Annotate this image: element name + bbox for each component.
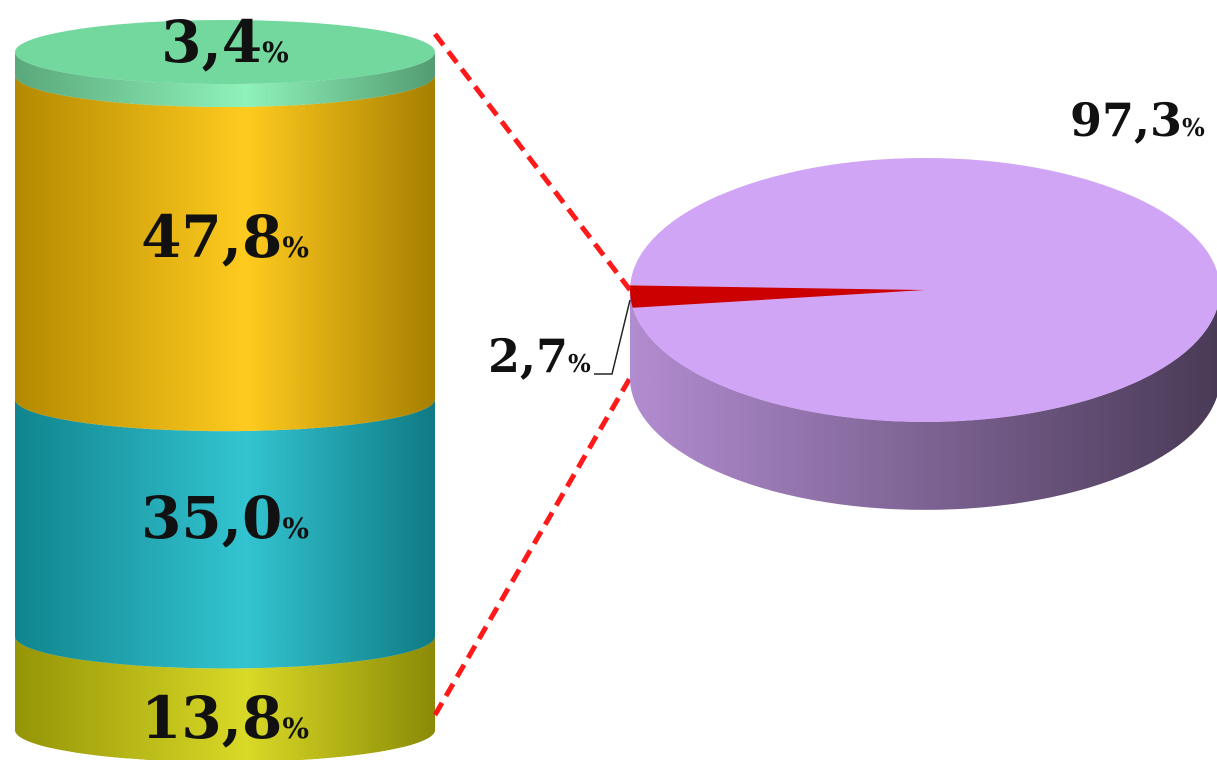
pie-label-value: 97,3: [1070, 93, 1182, 147]
pie-label-unit: %: [568, 349, 591, 378]
segment-value: 3,4: [161, 8, 262, 76]
connector-line-bottom: [432, 376, 633, 717]
cylinder-segment-label: 3,4%: [161, 8, 289, 76]
cylinder-segment: [15, 636, 435, 760]
connector-line-top: [433, 32, 632, 292]
cylinder-segment: [15, 52, 435, 108]
stacked-cylinder-labels: 13,8%35,0%47,8%3,4%: [141, 8, 309, 752]
cylinder-top-cap: [15, 20, 435, 84]
pie-slice-small: [630, 285, 925, 308]
pie-chart: [630, 158, 1217, 510]
segment-value: 35,0: [141, 484, 282, 552]
connector-lines: [432, 32, 633, 717]
pie-labels: 97,3%2,7%: [488, 93, 1205, 383]
cylinder-segment: [15, 399, 435, 669]
segment-unit: %: [262, 36, 289, 69]
pie-label-value: 2,7: [488, 329, 568, 383]
stacked-cylinder-body: [15, 20, 435, 760]
segment-value: 47,8: [141, 203, 282, 271]
pie-label-leader: [594, 299, 631, 375]
pie-label-unit: %: [1182, 113, 1205, 142]
cylinder-segment: [15, 75, 435, 432]
cylinder-segment-label: 13,8%: [141, 684, 309, 752]
cylinder-segment-label: 35,0%: [141, 484, 309, 552]
cylinder-segment-label: 47,8%: [141, 203, 309, 271]
segment-unit: %: [282, 231, 309, 264]
pie-side: [630, 290, 1217, 510]
segment-unit: %: [282, 512, 309, 545]
pie-label-small: 2,7%: [488, 329, 591, 383]
pie-label-large: 97,3%: [1070, 93, 1205, 147]
segment-unit: %: [282, 712, 309, 745]
segment-value: 13,8: [141, 684, 282, 752]
